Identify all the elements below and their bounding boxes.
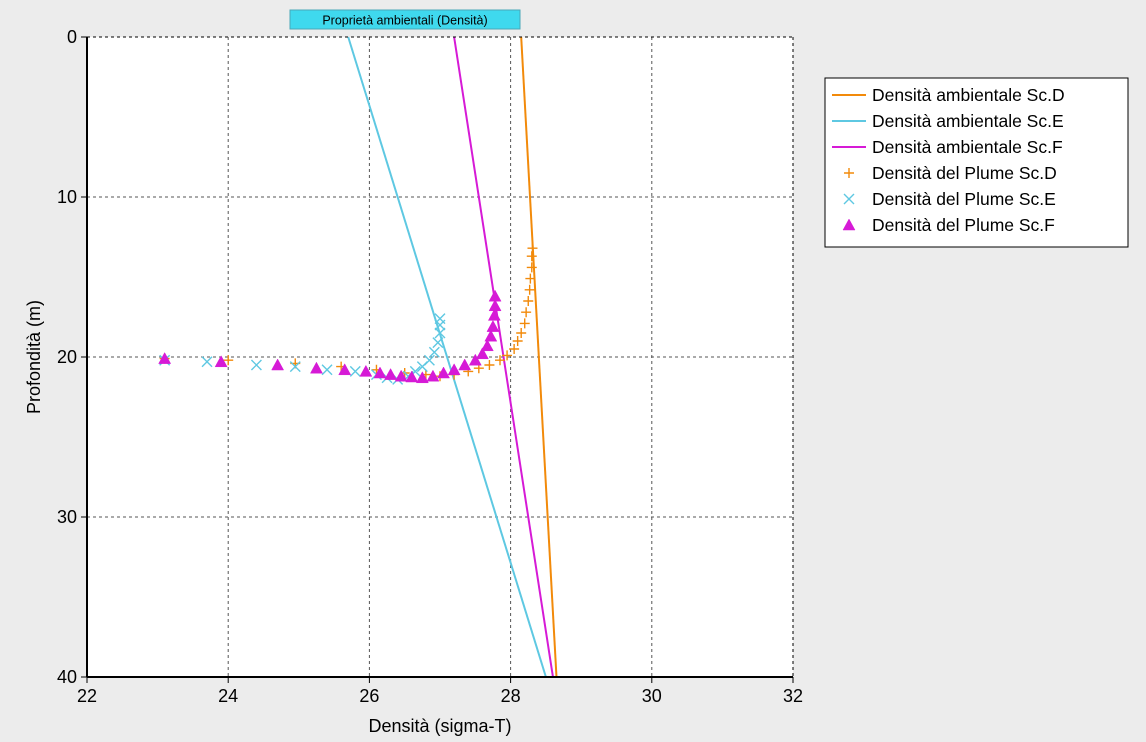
data-point-plus [512, 336, 523, 346]
series-2 [453, 36, 554, 678]
data-point-triangle [384, 368, 398, 380]
data-point-plus [495, 355, 506, 366]
data-point-triangle [373, 366, 387, 379]
chart-title-background [289, 9, 521, 30]
y-tick-label: 30 [57, 507, 77, 527]
legend-label: Densità del Plume Sc.E [872, 189, 1056, 209]
data-point-plus [525, 273, 536, 284]
x-tick-label: 22 [77, 686, 97, 706]
data-point-triangle [310, 361, 323, 374]
x-tick-label: 30 [642, 686, 662, 706]
y-tick-label: 20 [57, 347, 77, 367]
data-point-triangle [475, 347, 489, 360]
data-point-triangle [214, 355, 228, 368]
series-line [347, 36, 547, 678]
data-point-plus [526, 251, 537, 262]
data-point-plus [524, 284, 535, 295]
legend-label: Densità ambientale Sc.E [872, 111, 1064, 131]
legend-label: Densità del Plume Sc.D [872, 163, 1057, 183]
x-tick-label: 28 [501, 686, 521, 706]
data-point-x [321, 364, 333, 376]
data-point-x [349, 365, 361, 377]
axes: 22 24 26 28 30 32 0 10 20 30 40 [57, 27, 803, 706]
y-tick-label: 40 [57, 667, 77, 687]
legend: Densità ambientale Sc.D Densità ambiental… [824, 77, 1129, 248]
data-point-triangle [447, 363, 461, 376]
series-layer [158, 36, 558, 678]
series-5 [158, 289, 502, 384]
data-point-triangle [359, 364, 373, 377]
data-point-x [428, 346, 440, 358]
data-point-triangle [426, 369, 440, 382]
data-point-plus [516, 328, 527, 338]
data-point-x [289, 361, 301, 373]
data-point-triangle [488, 299, 502, 312]
data-point-triangle [480, 339, 494, 352]
data-point-triangle [405, 370, 419, 383]
data-point-triangle [394, 369, 408, 382]
data-point-x [250, 359, 262, 371]
chart-title: Proprietà ambientali (Densità) [322, 14, 487, 28]
data-point-plus [484, 360, 495, 370]
y-tick-label: 0 [67, 27, 77, 47]
data-point-triangle [415, 371, 429, 384]
legend-swatch-marker [844, 168, 854, 178]
data-point-plus [223, 355, 234, 366]
legend-swatch-marker [843, 193, 855, 205]
data-point-x [423, 354, 435, 366]
legend-label: Densità ambientale Sc.D [872, 85, 1065, 105]
data-point-plus [509, 344, 520, 354]
legend-swatch-marker [842, 218, 856, 231]
data-point-plus [527, 243, 538, 254]
series-0 [520, 36, 558, 678]
legend-label: Densità del Plume Sc.F [872, 215, 1055, 235]
chart-title-group: Proprietà ambientali (Densità) [289, 9, 521, 30]
series-line [520, 36, 558, 678]
series-line [453, 36, 554, 678]
data-point-triangle [338, 363, 352, 376]
legend-box [824, 77, 1129, 248]
x-tick-label: 26 [359, 686, 379, 706]
data-point-x [434, 313, 446, 325]
data-point-triangle [487, 308, 501, 321]
x-tick-label: 32 [783, 686, 803, 706]
data-point-x [434, 327, 446, 339]
data-point-triangle [458, 358, 472, 371]
data-point-plus [526, 262, 537, 273]
data-point-triangle [486, 320, 500, 332]
data-point-triangle [437, 366, 450, 379]
data-point-triangle [468, 353, 482, 366]
data-point-x [201, 356, 213, 368]
x-tick-label: 24 [218, 686, 238, 706]
data-point-plus [523, 296, 534, 306]
data-point-triangle [271, 358, 285, 371]
series-1 [347, 36, 547, 678]
data-point-plus [502, 350, 513, 361]
legend-label: Densità ambientale Sc.F [872, 137, 1063, 157]
data-point-plus [521, 307, 532, 318]
data-point-plus [519, 318, 530, 329]
y-tick-label: 10 [57, 187, 77, 207]
x-axis-label: Densità (sigma-T) [368, 716, 511, 736]
y-axis-label: Profondità (m) [24, 300, 44, 414]
data-point-x [432, 337, 444, 349]
data-point-triangle [488, 289, 502, 302]
data-point-triangle [158, 352, 172, 364]
data-point-triangle [484, 329, 498, 342]
